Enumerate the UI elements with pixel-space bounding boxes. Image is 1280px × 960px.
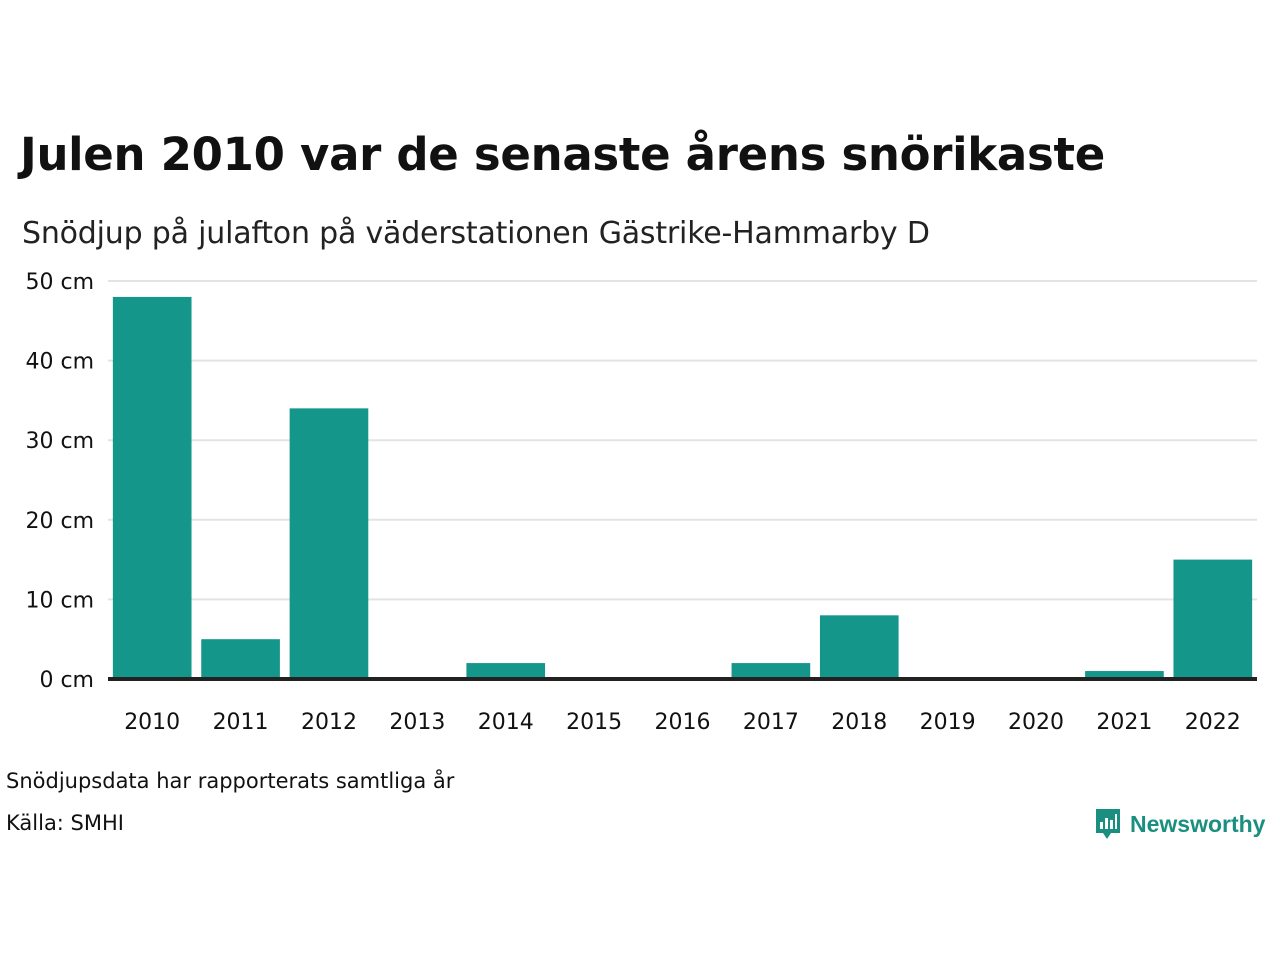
- gridlines: [108, 280, 1257, 601]
- x-axis-ticks: 2010 2011 2012 2013 2014 2015 2016 2017 2018 2019…: [124, 710, 1241, 735]
- brand-name: Newsworthy: [1130, 810, 1266, 837]
- x-tick-label: 2022: [1185, 710, 1241, 735]
- x-tick-label: 2018: [831, 710, 887, 735]
- y-tick-label: 10 cm: [25, 588, 94, 613]
- footnote: Snödjupsdata har rapporterats samtliga å…: [6, 769, 455, 793]
- bar-2022: [1173, 559, 1253, 679]
- bar-2018: [819, 615, 899, 679]
- bar-chart-speech-icon: [1096, 809, 1120, 839]
- y-tick-label: 40 cm: [25, 350, 94, 375]
- bar-2011: [201, 639, 280, 679]
- bars: [112, 296, 1253, 679]
- x-tick-label: 2012: [301, 710, 357, 735]
- x-tick-label: 2017: [743, 710, 799, 735]
- y-tick-label: 30 cm: [25, 429, 94, 454]
- y-tick-label: 0 cm: [39, 668, 94, 693]
- x-tick-label: 2015: [566, 710, 622, 735]
- x-tick-label: 2013: [389, 710, 445, 735]
- bar-2010: [112, 296, 192, 679]
- x-tick-label: 2011: [213, 710, 269, 735]
- x-tick-label: 2020: [1008, 710, 1064, 735]
- y-tick-label: 20 cm: [25, 509, 94, 534]
- x-tick-label: 2016: [655, 710, 711, 735]
- bar-2017: [731, 663, 811, 679]
- x-tick-label: 2010: [124, 710, 180, 735]
- x-tick-label: 2014: [478, 710, 534, 735]
- x-tick-label: 2021: [1096, 710, 1152, 735]
- brand-logo: Newsworthy: [1094, 806, 1265, 842]
- chart-title: Julen 2010 var de senaste årens snörikas…: [20, 128, 1105, 181]
- x-tick-label: 2019: [920, 710, 976, 735]
- bar-2021: [1085, 671, 1164, 679]
- y-axis-ticks: 0 cm 10 cm 20 cm 30 cm 40 cm 50 cm: [25, 270, 94, 693]
- source-note: Källa: SMHI: [6, 811, 124, 835]
- chart-subtitle: Snödjup på julafton på väderstationen Gä…: [22, 216, 930, 251]
- bar-2014: [466, 663, 546, 679]
- bar-2012: [289, 408, 369, 679]
- y-tick-label: 50 cm: [25, 270, 94, 295]
